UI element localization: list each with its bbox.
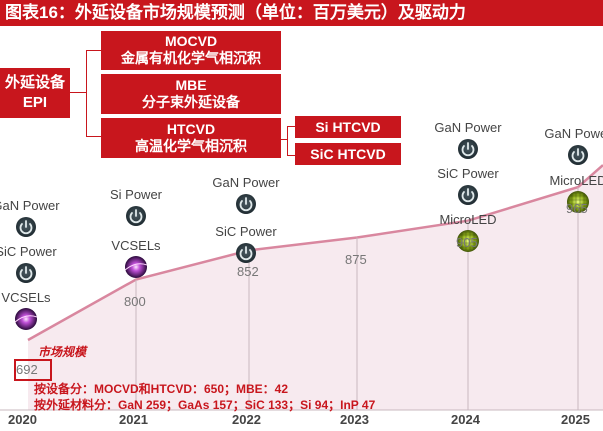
epi-connector bbox=[70, 92, 86, 93]
year-label-2022: 2022 bbox=[232, 412, 261, 427]
gan-power-icon bbox=[16, 217, 36, 237]
value-label-2022: 852 bbox=[237, 264, 259, 280]
driver-label-2024-sic-power: SiC Power bbox=[437, 166, 499, 181]
gan-power-icon bbox=[568, 145, 588, 165]
gan-power-icon bbox=[236, 194, 256, 214]
microled-icon bbox=[457, 230, 479, 252]
epi-label-cn: 外延设备 bbox=[4, 74, 65, 91]
mbe-desc: 分子束外延设备 bbox=[142, 94, 240, 110]
gan-power-icon bbox=[458, 139, 478, 159]
sic-htcvd-box: SiC HTCVD bbox=[295, 143, 401, 165]
year-label-2021: 2021 bbox=[119, 412, 148, 427]
year-label-2020: 2020 bbox=[8, 412, 37, 427]
htcvd-desc: 高温化学气相沉积 bbox=[135, 138, 247, 154]
vcsels-icon bbox=[124, 256, 148, 278]
figure-title: 图表16：外延设备市场规模预测（单位：百万美元）及驱动力 bbox=[0, 0, 603, 26]
market-line bbox=[27, 164, 603, 342]
note-by-equipment: 按设备分：MOCVD和HTCVD：650；MBE：42 bbox=[34, 382, 289, 396]
year-label-2024: 2024 bbox=[451, 412, 480, 427]
sic-power-icon bbox=[458, 185, 478, 205]
sic-power-icon bbox=[236, 243, 256, 263]
mocvd-desc: 金属有机化学气相沉积 bbox=[121, 50, 261, 66]
driver-label-2025-microled: MicroLED bbox=[549, 173, 603, 188]
market-size-legend: 市场规模 bbox=[38, 345, 87, 359]
driver-label-2020-sic-power: SiC Power bbox=[0, 244, 57, 259]
mocvd-name: MOCVD bbox=[164, 33, 218, 49]
year-label-2023: 2023 bbox=[340, 412, 369, 427]
driver-label-2020-gan-power: GaN Power bbox=[0, 198, 60, 213]
epi-box: 外延设备 EPI bbox=[0, 68, 70, 118]
htcvd-connector bbox=[281, 139, 287, 140]
driver-label-2025-gan-power: GaN Power bbox=[544, 126, 603, 141]
value-label-2024: 905 bbox=[456, 234, 478, 250]
epi-label-en: EPI bbox=[22, 94, 48, 111]
microled-icon bbox=[567, 191, 589, 213]
htcvd-name: HTCVD bbox=[166, 121, 216, 137]
sic-htcvd-label: SiC HTCVD bbox=[310, 146, 386, 162]
si-htcvd-box: Si HTCVD bbox=[295, 116, 401, 138]
highlight-box-2020 bbox=[14, 359, 52, 381]
value-label-2025: 965 bbox=[566, 201, 588, 217]
driver-label-2022-gan-power: GaN Power bbox=[212, 175, 280, 190]
sic-power-icon bbox=[16, 263, 36, 283]
epi-bracket bbox=[86, 50, 101, 137]
mbe-box: MBE 分子束外延设备 bbox=[101, 74, 281, 114]
driver-label-2022-sic-power: SiC Power bbox=[215, 224, 277, 239]
driver-label-2024-gan-power: GaN Power bbox=[434, 120, 502, 135]
value-label-2021: 800 bbox=[124, 293, 146, 309]
value-label-2020: 692 bbox=[16, 362, 38, 377]
note-by-material: 按外延材料分：GaN 259；GaAs 157；SiC 133；Si 94；In… bbox=[34, 398, 376, 412]
si-power-icon bbox=[126, 206, 146, 226]
vcsels-icon bbox=[14, 308, 38, 330]
si-htcvd-label: Si HTCVD bbox=[315, 119, 381, 135]
market-area bbox=[28, 165, 603, 410]
value-label-2023: 875 bbox=[345, 251, 367, 267]
driver-label-2021-vcsels: VCSELs bbox=[111, 238, 161, 253]
driver-label-2021-si-power: Si Power bbox=[109, 187, 163, 202]
htcvd-box: HTCVD 高温化学气相沉积 bbox=[101, 118, 281, 158]
mocvd-box: MOCVD 金属有机化学气相沉积 bbox=[101, 31, 281, 70]
year-label-2025: 2025 bbox=[561, 412, 590, 427]
driver-label-2024-microled: MicroLED bbox=[439, 212, 497, 227]
mbe-name: MBE bbox=[175, 77, 207, 93]
driver-label-2020-vcsels: VCSELs bbox=[1, 290, 51, 305]
htcvd-bracket bbox=[287, 126, 295, 156]
